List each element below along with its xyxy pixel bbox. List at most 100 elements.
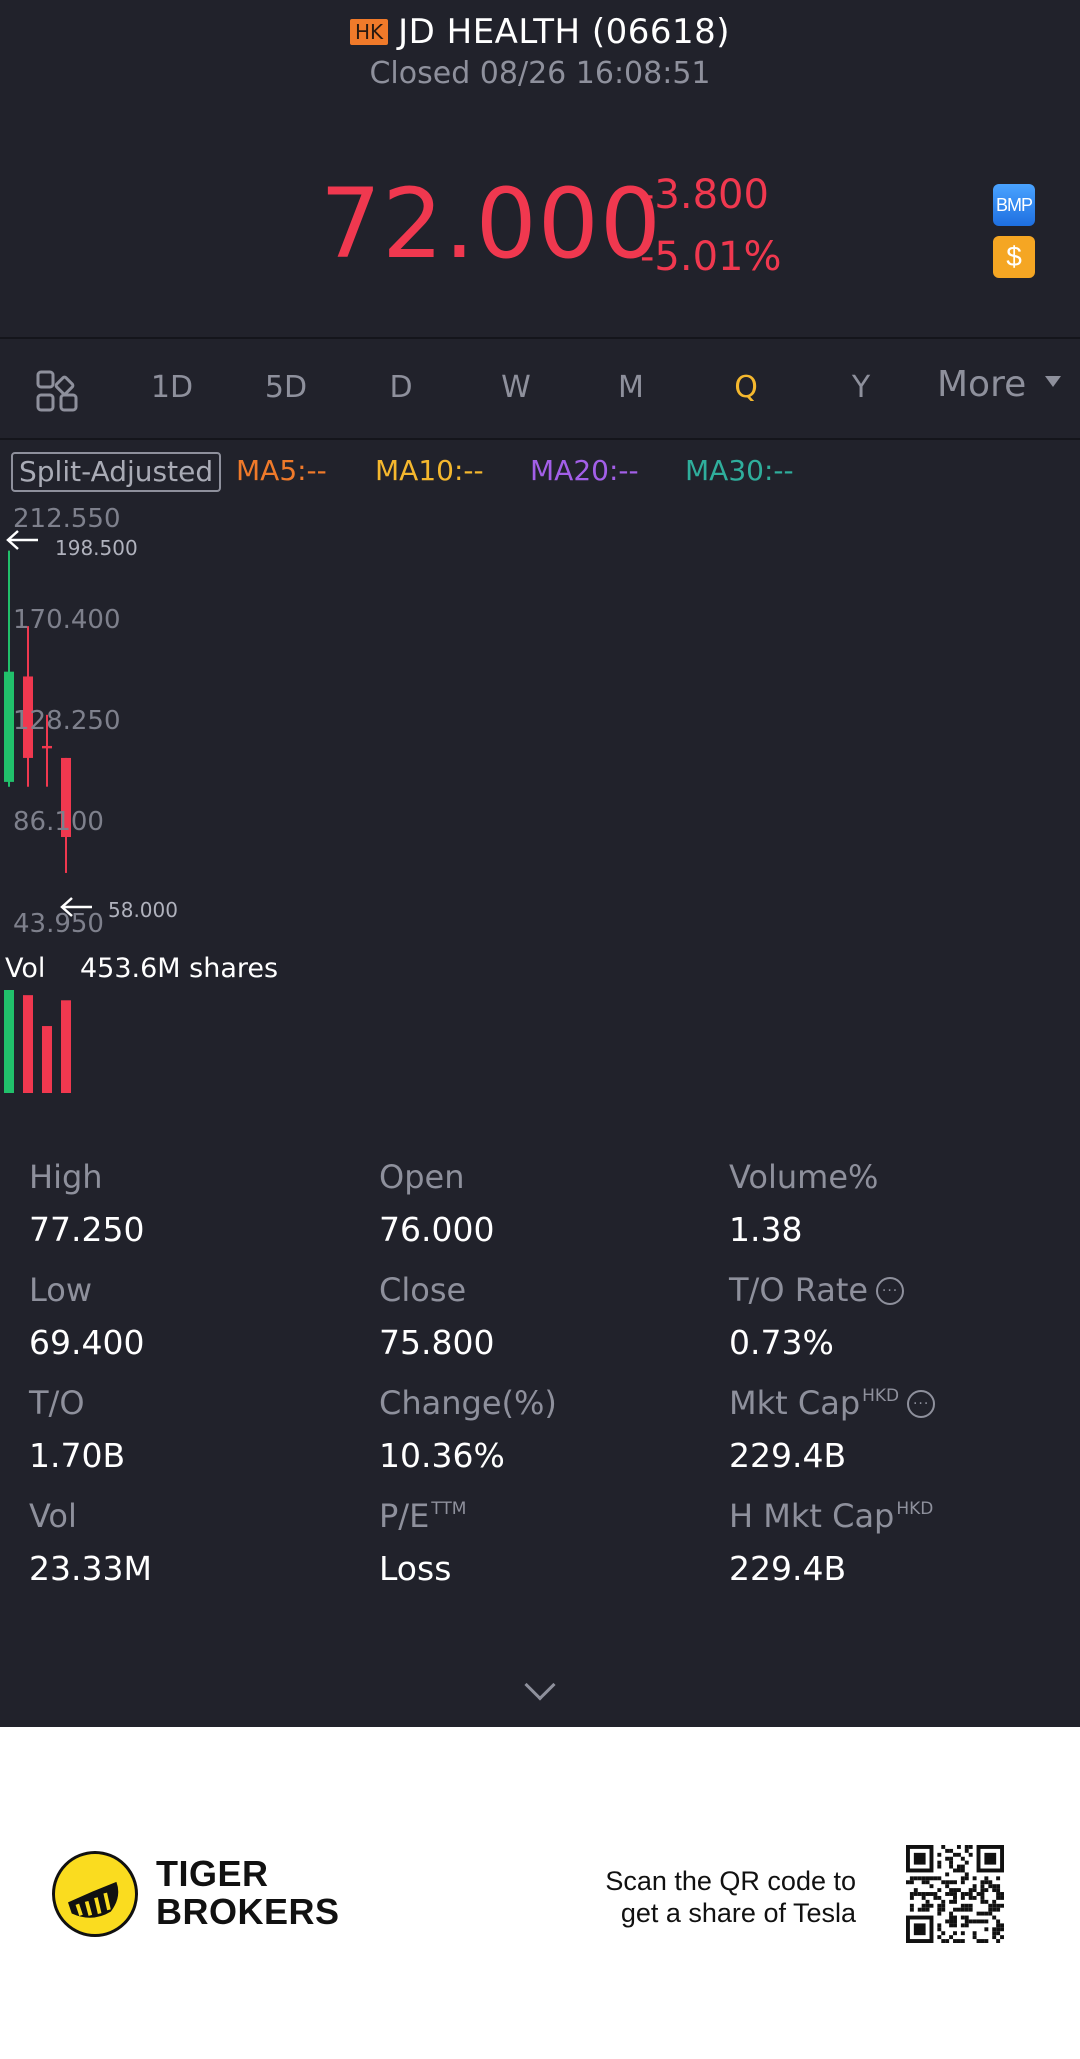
price-change: -3.800 [640, 172, 769, 218]
share-footer: TIGER BROKERS Scan the QR code to get a … [0, 1727, 1080, 2059]
ma5-label: MA5:-- [236, 454, 327, 487]
y-tick-label: 212.550 [13, 504, 121, 534]
stat-label-text: T/O [29, 1384, 85, 1422]
stat-label-text: Change(%) [379, 1384, 557, 1422]
min-marker-arrow-icon [60, 897, 92, 917]
max-marker-arrow-icon [6, 530, 38, 550]
candlestick-chart[interactable] [0, 495, 1080, 955]
stat-cell: High 77.250 [29, 1158, 359, 1249]
brand-line-1: TIGER [156, 1853, 269, 1894]
period-tabs: 1D 5D D W M Q Y More [0, 340, 1080, 440]
stat-cell: Vol 23.33M [29, 1497, 359, 1588]
stat-value: 69.400 [29, 1323, 145, 1362]
tiger-logo-icon [52, 1851, 138, 1937]
volume-bar [42, 1026, 52, 1093]
stat-label-text: H Mkt Cap [729, 1497, 895, 1535]
stat-cell: T/O Rate ··· 0.73% [729, 1271, 1059, 1362]
y-tick-label: 43.950 [13, 909, 104, 939]
stat-label: Close [379, 1271, 709, 1309]
stat-cell: H Mkt Cap HKD 229.4B [729, 1497, 1059, 1588]
stat-value: 229.4B [729, 1436, 847, 1475]
stat-label: P/E TTM [379, 1497, 709, 1535]
candle-body [23, 676, 33, 758]
more-menu[interactable]: More [937, 364, 1027, 405]
stock-title: JD HEALTH (06618) [398, 12, 731, 52]
stat-label: T/O [29, 1384, 359, 1422]
stat-label-text: T/O Rate [729, 1271, 869, 1309]
stat-label-superscript: HKD [862, 1386, 900, 1406]
volume-label: Vol [5, 953, 46, 984]
tab-d[interactable]: D [389, 370, 413, 405]
stat-value: 1.38 [729, 1210, 803, 1249]
stat-label: Vol [29, 1497, 359, 1535]
stat-value: 77.250 [29, 1210, 145, 1249]
volume-header: Vol 453.6M shares [5, 953, 278, 984]
indicator-row: Split-Adjusted MA5:-- MA10:-- MA20:-- MA… [0, 452, 1080, 492]
stat-value: 75.800 [379, 1323, 495, 1362]
stat-value: 23.33M [29, 1549, 152, 1588]
scan-line-2: get a share of Tesla [620, 1898, 856, 1928]
stat-label-superscript: HKD [896, 1499, 934, 1519]
stat-cell: P/E TTM Loss [379, 1497, 709, 1588]
volume-value: 453.6M shares [80, 953, 279, 984]
stat-label-text: Close [379, 1271, 467, 1309]
stat-value: 229.4B [729, 1549, 847, 1588]
stat-label-text: Vol [29, 1497, 77, 1535]
stat-label-text: P/E [379, 1497, 430, 1535]
stat-value: Loss [379, 1549, 452, 1588]
y-tick-label: 128.250 [13, 706, 121, 736]
scan-line-1: Scan the QR code to [605, 1866, 856, 1896]
candle-body [42, 745, 52, 749]
qr-code-icon [906, 1845, 1004, 1943]
stat-label: H Mkt Cap HKD [729, 1497, 1059, 1535]
stat-value: 10.36% [379, 1436, 505, 1475]
ma10-label: MA10:-- [375, 454, 484, 487]
price-change-percent: -5.01% [640, 234, 782, 280]
tab-q[interactable]: Q [734, 370, 758, 405]
layout-grid-icon[interactable] [36, 370, 78, 412]
stat-label: Open [379, 1158, 709, 1196]
dollar-icon[interactable]: $ [993, 236, 1035, 278]
stat-label: Low [29, 1271, 359, 1309]
bmp-icon[interactable]: BMP [993, 184, 1035, 226]
stat-label: Volume% [729, 1158, 1059, 1196]
last-price: 72.000 [320, 168, 662, 280]
tab-y[interactable]: Y [851, 370, 871, 405]
stat-value: 76.000 [379, 1210, 495, 1249]
more-info-icon[interactable]: ··· [907, 1390, 936, 1418]
stat-label: Change(%) [379, 1384, 709, 1422]
stat-label: T/O Rate ··· [729, 1271, 1059, 1309]
divider [0, 337, 1080, 339]
y-tick-label: 86.100 [13, 807, 104, 837]
volume-chart[interactable] [0, 990, 1080, 1100]
stat-cell: Low 69.400 [29, 1271, 359, 1362]
candle-body [4, 671, 14, 782]
tab-1d[interactable]: 1D [150, 370, 194, 405]
volume-bar [4, 990, 14, 1093]
stat-label: Mkt Cap HKD ··· [729, 1384, 1059, 1422]
ma30-label: MA30:-- [685, 454, 794, 487]
y-tick-label: 170.400 [13, 605, 121, 635]
stat-value: 0.73% [729, 1323, 834, 1362]
volume-bar [23, 995, 33, 1093]
stat-label-text: Open [379, 1158, 465, 1196]
brand-name: TIGER BROKERS [156, 1855, 340, 1931]
min-price-label: 58.000 [108, 898, 178, 922]
candle-body [61, 757, 71, 838]
tab-m[interactable]: M [618, 370, 644, 405]
more-info-icon[interactable]: ··· [876, 1277, 905, 1305]
title-row: HK JD HEALTH (06618) [0, 12, 1080, 52]
volume-bar [61, 1000, 71, 1093]
caret-down-icon[interactable] [1045, 376, 1061, 387]
scan-prompt: Scan the QR code to get a share of Tesla [605, 1865, 856, 1929]
stat-cell: Volume% 1.38 [729, 1158, 1059, 1249]
market-status: Closed 08/26 16:08:51 [369, 56, 711, 91]
tab-w[interactable]: W [501, 370, 531, 405]
stat-cell: Close 75.800 [379, 1271, 709, 1362]
stat-label: High [29, 1158, 359, 1196]
split-adjusted-toggle[interactable]: Split-Adjusted [11, 452, 222, 492]
tab-5d[interactable]: 5D [264, 370, 308, 405]
stat-label-text: High [29, 1158, 103, 1196]
quote-panel [0, 0, 1080, 1727]
divider [0, 438, 1080, 440]
